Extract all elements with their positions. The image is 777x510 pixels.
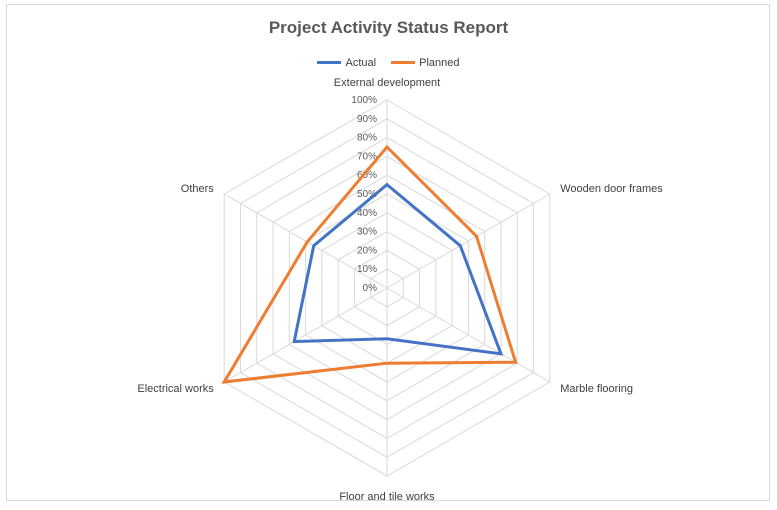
category-label-4: Electrical works	[137, 383, 214, 395]
category-label-5: Others	[181, 183, 215, 195]
category-label-2: Marble flooring	[560, 383, 633, 395]
chart-frame	[6, 4, 770, 501]
legend-label-planned: Planned	[419, 56, 460, 69]
grid-spoke-2	[386, 287, 551, 383]
grid-spoke-1	[386, 193, 551, 289]
tick-label-1: 10%	[357, 264, 377, 275]
legend: Actual Planned	[0, 55, 777, 69]
series-line-planned	[221, 144, 518, 384]
tick-label-5: 50%	[357, 189, 377, 200]
legend-swatch-actual	[317, 61, 342, 64]
tick-label-6: 60%	[357, 170, 377, 181]
tick-label-8: 80%	[357, 133, 377, 144]
tick-label-2: 20%	[357, 245, 377, 256]
legend-item-actual: Actual	[317, 57, 376, 69]
category-label-1: Wooden door frames	[560, 183, 663, 195]
series-line-actual	[292, 182, 504, 356]
tick-label-0: 0%	[363, 283, 378, 294]
legend-label-actual: Actual	[345, 56, 377, 69]
legend-swatch-planned	[391, 61, 416, 64]
tick-label-10: 100%	[351, 95, 377, 106]
grid-spoke-5	[223, 193, 388, 289]
category-label-3: Floor and tile works	[339, 491, 435, 503]
tick-label-4: 40%	[357, 208, 377, 219]
grid-spoke-4	[223, 287, 388, 383]
category-label-0: External development	[334, 77, 440, 89]
tick-label-3: 30%	[357, 227, 377, 238]
chart-title: Project Activity Status Report	[268, 18, 509, 37]
tick-label-9: 90%	[357, 114, 377, 125]
tick-label-7: 70%	[357, 151, 377, 162]
legend-item-planned: Planned	[391, 56, 460, 69]
